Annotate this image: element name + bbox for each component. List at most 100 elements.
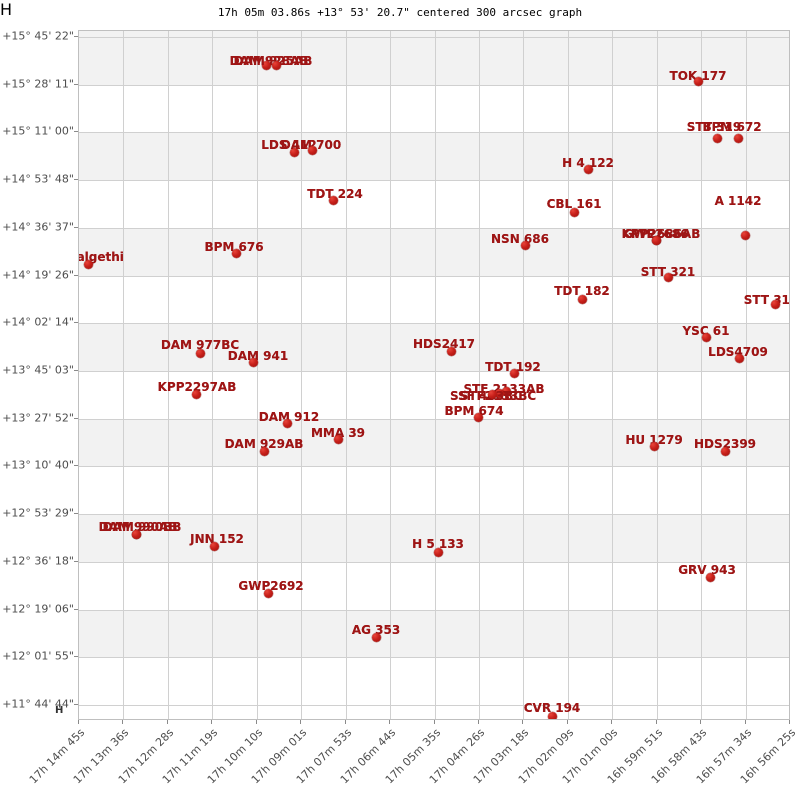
star-label: KPP2686AB [621, 227, 701, 241]
row-band [79, 323, 789, 371]
x-axis-tick-mark [745, 720, 746, 724]
star-marker[interactable] [733, 133, 743, 143]
x-axis-tick-mark [478, 720, 479, 724]
star-label: DAM 990AB [98, 520, 178, 534]
star-label: SSF 463BC [449, 389, 523, 403]
star-marker[interactable] [569, 207, 579, 217]
y-axis-tick-mark [74, 179, 78, 180]
gridline-vertical [568, 31, 569, 719]
star-marker[interactable] [248, 357, 258, 367]
y-axis-tick-mark [74, 465, 78, 466]
gridline-horizontal [79, 562, 789, 563]
star-marker[interactable] [83, 259, 93, 269]
row-band [79, 228, 789, 276]
star-marker[interactable] [663, 272, 673, 282]
gridline-vertical [168, 31, 169, 719]
star-label: JNN 152 [190, 532, 244, 546]
star-marker[interactable] [261, 60, 271, 70]
y-axis-tick-label: +15° 45' 22" [2, 29, 74, 43]
star-label: TDT 224 [307, 187, 363, 201]
star-marker[interactable] [333, 434, 343, 444]
y-axis-tick-mark [74, 418, 78, 419]
star-label: DAM 941 [227, 349, 289, 363]
star-marker[interactable] [231, 248, 241, 258]
star-label: DAM 990BB [102, 520, 182, 534]
star-marker[interactable] [446, 346, 456, 356]
star-marker[interactable] [693, 76, 703, 86]
x-axis-tick-mark [300, 720, 301, 724]
gridline-vertical [123, 31, 124, 719]
gridline-vertical [257, 31, 258, 719]
star-label: STT 319 [686, 120, 742, 134]
gridline-horizontal [79, 514, 789, 515]
gridline-horizontal [79, 228, 789, 229]
star-marker[interactable] [712, 133, 722, 143]
gridline-vertical [479, 31, 480, 719]
star-label: GRV 943 [678, 563, 736, 577]
star-marker[interactable] [509, 368, 519, 378]
star-marker[interactable] [577, 294, 587, 304]
row-band [79, 31, 789, 37]
gridline-horizontal [79, 705, 789, 706]
star-marker[interactable] [195, 348, 205, 358]
star-marker[interactable] [259, 446, 269, 456]
star-marker[interactable] [191, 389, 201, 399]
gridline-vertical [746, 31, 747, 719]
star-marker[interactable] [583, 164, 593, 174]
star-marker[interactable] [263, 588, 273, 598]
star-marker[interactable] [282, 418, 292, 428]
star-marker[interactable] [651, 235, 661, 245]
star-marker[interactable] [433, 547, 443, 557]
star-marker[interactable] [289, 147, 299, 157]
star-marker[interactable] [501, 386, 511, 396]
gridline-vertical [523, 31, 524, 719]
star-marker[interactable] [209, 541, 219, 551]
y-axis-tick-label: +14° 19' 26" [2, 268, 74, 282]
star-marker[interactable] [494, 388, 504, 398]
y-axis-tick-label: +15° 28' 11" [2, 77, 74, 91]
y-axis-tick-label: +12° 01' 55" [2, 649, 74, 663]
gridline-horizontal [79, 180, 789, 181]
x-axis-tick-mark [434, 720, 435, 724]
star-marker[interactable] [520, 240, 530, 250]
star-label: BPM 674 [444, 404, 504, 418]
star-marker[interactable] [487, 389, 497, 399]
star-marker[interactable] [740, 230, 750, 240]
star-label: LDS4709 [708, 345, 768, 359]
star-label: H 4 122 [562, 156, 614, 170]
star-label: KPP2297AB [157, 380, 237, 394]
star-label: DAM 929AB [224, 437, 304, 451]
star-label: DAM 912 [258, 410, 320, 424]
gridline-horizontal [79, 276, 789, 277]
star-marker[interactable] [649, 441, 659, 451]
gridline-vertical [657, 31, 658, 719]
star-label: DAM 977BC [160, 338, 240, 352]
y-axis-tick-mark [74, 275, 78, 276]
x-axis-tick-mark [522, 720, 523, 724]
x-axis-tick-mark [656, 720, 657, 724]
star-marker[interactable] [734, 353, 744, 363]
star-marker[interactable] [307, 145, 317, 155]
star-marker[interactable] [473, 412, 483, 422]
star-marker[interactable] [705, 572, 715, 582]
star-marker[interactable] [547, 711, 557, 719]
origin-crosshair-marker-secondary: H [0, 0, 13, 19]
star-marker[interactable] [371, 632, 381, 642]
star-marker[interactable] [720, 446, 730, 456]
star-label: CVR 194 [523, 701, 581, 715]
star-marker[interactable] [131, 529, 141, 539]
gridline-horizontal [79, 371, 789, 372]
star-marker[interactable] [770, 299, 780, 309]
gridline-vertical [301, 31, 302, 719]
y-axis-tick-mark [74, 84, 78, 85]
star-label: HDS2417 [412, 337, 476, 351]
gridline-horizontal [79, 419, 789, 420]
star-label: TDT 182 [554, 284, 610, 298]
star-marker[interactable] [701, 332, 711, 342]
star-marker[interactable] [328, 195, 338, 205]
row-band [79, 37, 789, 85]
star-marker[interactable] [271, 60, 281, 70]
star-label: YSC 61 [682, 324, 730, 338]
star-label: NSN 686 [491, 232, 549, 246]
